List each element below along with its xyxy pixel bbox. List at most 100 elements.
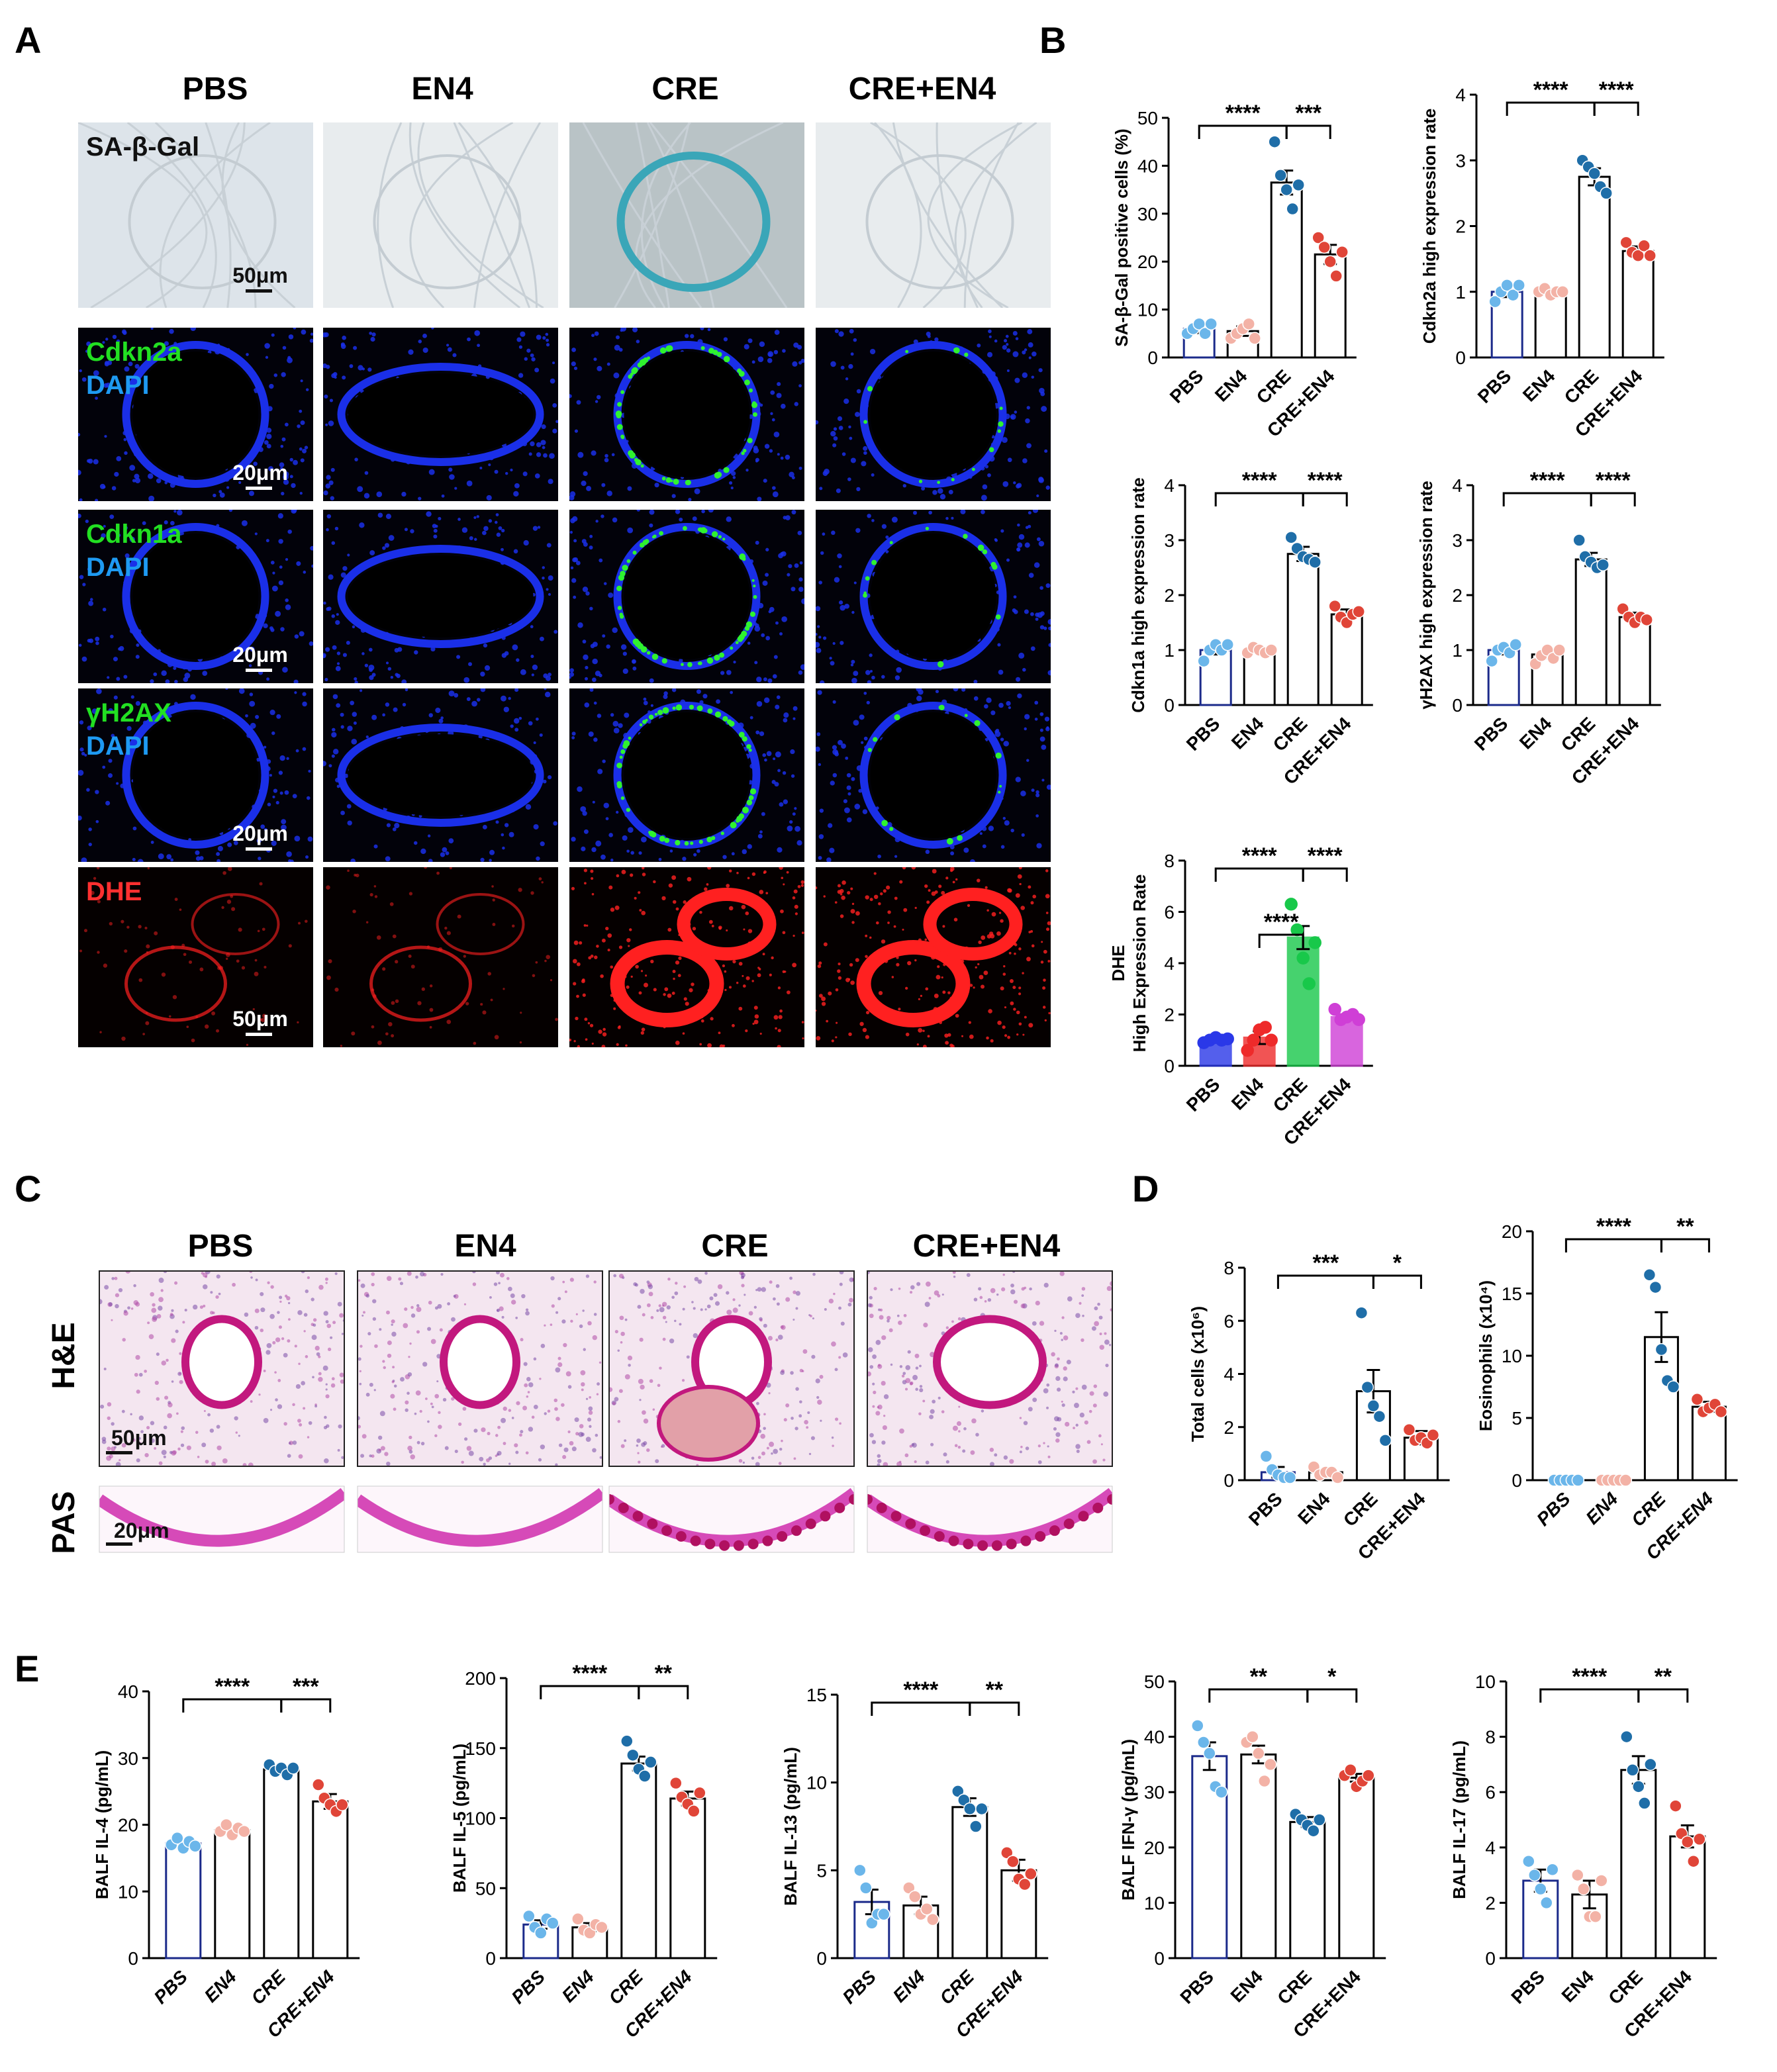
- he-cell: [1055, 1363, 1059, 1368]
- nucleus-dot: [840, 641, 844, 645]
- nucleus-dot: [987, 473, 991, 477]
- he-cell: [533, 1404, 538, 1409]
- category-label: CRE: [1627, 1487, 1670, 1530]
- he-image-0: [99, 1270, 345, 1467]
- he-cell: [755, 1462, 760, 1466]
- he-cell: [514, 1443, 518, 1448]
- nucleus-dot: [589, 545, 593, 550]
- he-cell: [682, 1307, 685, 1311]
- dhe-speck: [355, 873, 360, 878]
- dhe-speck: [661, 896, 666, 900]
- significance-stars: ****: [1225, 101, 1261, 126]
- he-cell: [338, 1424, 342, 1429]
- green-signal-dot: [974, 720, 981, 726]
- nucleus-dot: [78, 643, 82, 647]
- dhe-speck: [800, 884, 804, 887]
- nucleus-dot: [764, 444, 770, 449]
- dhe-speck: [794, 904, 798, 909]
- he-cell: [506, 1277, 510, 1280]
- nucleus-dot: [103, 708, 107, 711]
- nucleus-dot: [482, 825, 487, 829]
- panel-letter-e: E: [15, 1648, 39, 1689]
- nucleus-dot: [1030, 612, 1034, 616]
- category-label: EN4: [558, 1966, 599, 2006]
- nucleus-dot: [121, 329, 126, 334]
- nucleus-dot: [548, 592, 552, 596]
- dhe-speck: [949, 1043, 953, 1047]
- nucleus-dot: [324, 677, 328, 682]
- nucleus-dot: [863, 446, 868, 451]
- dhe-speck: [490, 998, 493, 1002]
- nucleus-dot: [516, 658, 520, 662]
- dhe-speck: [573, 982, 577, 986]
- he-cell: [650, 1316, 654, 1319]
- nucleus-dot: [530, 353, 534, 357]
- nucleus-dot: [279, 565, 283, 569]
- green-signal-dot: [664, 837, 670, 843]
- nucleus-dot: [502, 846, 505, 850]
- nucleus-dot: [531, 357, 536, 361]
- he-cell: [277, 1379, 281, 1382]
- tissue-fiber: [221, 122, 296, 308]
- micrograph-a-r0-c2: [569, 122, 804, 308]
- he-cell: [646, 1303, 651, 1307]
- nucleus-dot: [603, 802, 609, 809]
- he-cell: [404, 1307, 408, 1311]
- nucleus-dot: [216, 852, 220, 857]
- nucleus-dot: [132, 479, 136, 483]
- dhe-speck: [147, 867, 150, 870]
- he-cell: [400, 1377, 405, 1382]
- dhe-speck: [1044, 1019, 1047, 1022]
- dhe-speck: [826, 1019, 829, 1023]
- y-axis-label: BALF IL-5 (pg/mL): [450, 1744, 469, 1893]
- dhe-speck: [579, 941, 583, 945]
- dhe-speck: [944, 1033, 949, 1038]
- nucleus-dot: [116, 677, 120, 681]
- he-cell: [956, 1421, 961, 1426]
- dhe-speck: [942, 990, 946, 994]
- dhe-speck: [653, 988, 657, 992]
- nucleus-dot: [514, 728, 519, 732]
- he-cell: [1098, 1315, 1103, 1320]
- he-cell: [819, 1374, 824, 1379]
- nucleus-dot: [690, 334, 695, 339]
- nucleus-dot: [696, 689, 701, 694]
- nucleus-dot: [772, 674, 777, 679]
- significance-stars: ****: [1530, 468, 1566, 493]
- dhe-speck: [955, 878, 958, 881]
- nucleus-dot: [861, 741, 864, 744]
- nucleus-dot: [524, 357, 528, 361]
- data-point: [1265, 1033, 1278, 1047]
- he-cell: [646, 1448, 650, 1452]
- nucleus-dot: [550, 378, 555, 384]
- he-cell: [163, 1455, 166, 1458]
- dhe-speck: [675, 1041, 680, 1045]
- goblet-cell: [647, 1518, 658, 1529]
- nucleus-dot: [326, 514, 332, 519]
- dhe-speck: [782, 970, 785, 973]
- green-signal-dot: [670, 479, 673, 483]
- data-point: [908, 1890, 922, 1903]
- nucleus-dot: [340, 810, 345, 816]
- he-cell: [150, 1421, 155, 1425]
- he-cell: [633, 1282, 638, 1286]
- dhe-speck: [677, 974, 681, 978]
- nucleus-dot: [849, 328, 854, 334]
- dhe-speck: [226, 900, 232, 904]
- he-cell: [360, 1283, 365, 1288]
- he-cell: [326, 1323, 332, 1329]
- nucleus-dot: [798, 670, 803, 675]
- nucleus-dot: [611, 453, 615, 457]
- he-cell: [399, 1282, 403, 1286]
- nucleus-dot: [828, 823, 833, 828]
- he-cell: [101, 1439, 107, 1444]
- nucleus-dot: [301, 329, 307, 335]
- nucleus-dot: [183, 677, 189, 683]
- dhe-speck: [191, 1038, 195, 1043]
- he-cell: [360, 1344, 363, 1348]
- dhe-speck: [254, 971, 259, 976]
- airway-lumen: [348, 555, 534, 637]
- he-cell: [391, 1319, 395, 1324]
- nucleus-dot: [331, 754, 335, 758]
- he-cell: [693, 1307, 696, 1310]
